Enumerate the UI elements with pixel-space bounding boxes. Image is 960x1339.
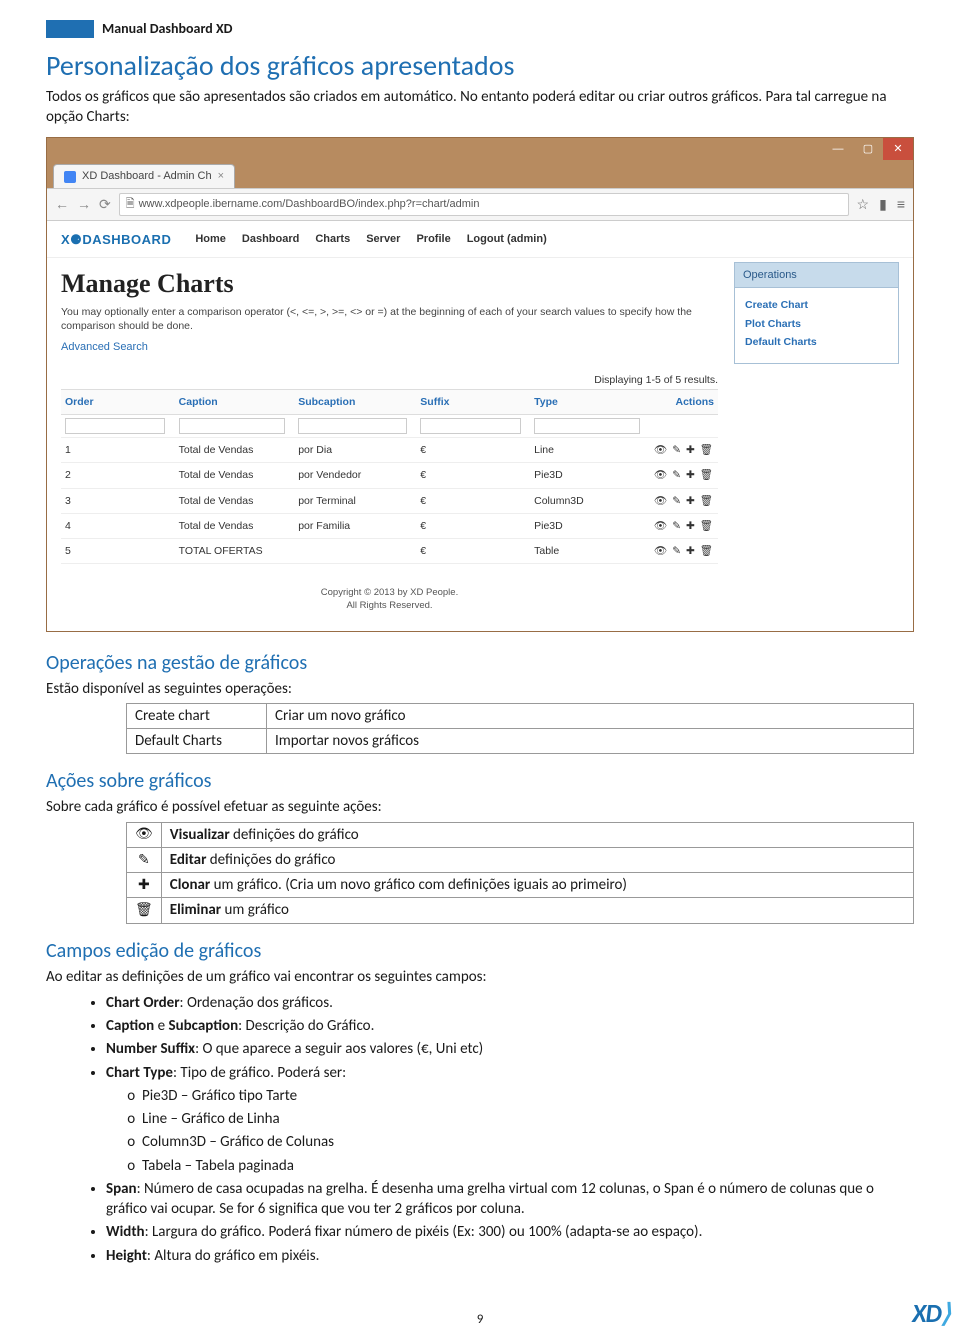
action-desc: Clonar um gráfico. (Cria um novo gráfico… [161, 873, 913, 898]
app-brand: X⚈DASHBOARD [61, 231, 171, 249]
plot-charts-link[interactable]: Plot Charts [745, 317, 888, 331]
forward-icon[interactable]: → [77, 195, 91, 214]
menu-icon[interactable]: ≡ [897, 195, 905, 214]
results-count: Displaying 1-5 of 5 results. [61, 373, 718, 387]
tab-title: XD Dashboard - Admin Ch [82, 169, 212, 184]
col-type[interactable]: Type [530, 390, 650, 415]
list-item: Height: Altura do gráfico em pixéis. [106, 1246, 914, 1266]
ops-val: Importar novos gráficos [267, 729, 914, 754]
maximize-button[interactable]: ▢ [853, 138, 883, 160]
advanced-search-link[interactable]: Advanced Search [61, 340, 148, 355]
col-subcaption[interactable]: Subcaption [294, 390, 416, 415]
actions-table: 👁 Visualizar definições do gráfico ✎ Edi… [126, 822, 914, 924]
list-item: Pie3D – Gráfico tipo Tarte [142, 1086, 914, 1106]
view-icon: 👁 [127, 822, 162, 847]
action-desc: Visualizar definições do gráfico [161, 822, 913, 847]
create-chart-link[interactable]: Create Chart [745, 298, 888, 312]
star-icon[interactable]: ☆ [857, 195, 870, 214]
list-item: Chart Order: Ordenação dos gráficos. [106, 993, 914, 1013]
reload-icon[interactable]: ⟳ [99, 195, 111, 214]
minimize-button[interactable]: — [823, 138, 853, 160]
nav-dashboard[interactable]: Dashboard [242, 232, 299, 247]
action-desc: Editar definições do gráfico [161, 847, 913, 872]
nav-profile[interactable]: Profile [416, 232, 450, 247]
nav-logout[interactable]: Logout (admin) [467, 232, 547, 247]
fields-heading: Campos edição de gráficos [46, 938, 914, 965]
ops-key: Create chart [127, 703, 267, 728]
ops-val: Criar um novo gráfico [267, 703, 914, 728]
ops-heading: Operações na gestão de gráficos [46, 650, 914, 677]
row-actions[interactable]: 👁 ✎ ✚ 🗑 [650, 463, 718, 488]
doc-header: Manual Dashboard XD [102, 20, 233, 39]
row-actions[interactable]: 👁 ✎ ✚ 🗑 [650, 513, 718, 538]
row-actions[interactable]: 👁 ✎ ✚ 🗑 [650, 488, 718, 513]
copyright: Copyright © 2013 by XD People. All Right… [61, 586, 718, 613]
filter-suffix[interactable] [420, 418, 521, 434]
section-title: Personalização dos gráficos apresentados [46, 47, 914, 85]
list-item: Line – Gráfico de Linha [142, 1109, 914, 1129]
actions-intro: Sobre cada gráfico é possível efetuar as… [46, 797, 914, 817]
nav-charts[interactable]: Charts [315, 232, 350, 247]
list-item: Span: Número de casa ocupadas na grelha.… [106, 1179, 914, 1220]
delete-icon: 🗑 [127, 898, 162, 923]
help-text: You may optionally enter a comparison op… [61, 305, 718, 334]
close-button[interactable]: ✕ [883, 138, 913, 160]
address-bar[interactable]: 🗎 www.xdpeople.ibername.com/DashboardBO/… [119, 193, 849, 216]
filter-order[interactable] [65, 418, 165, 434]
favicon-icon [64, 171, 76, 183]
list-item: Width: Largura do gráfico. Poderá fixar … [106, 1222, 914, 1242]
col-caption[interactable]: Caption [175, 390, 295, 415]
table-row: 1 Total de Vendas por Dia € Line 👁 ✎ ✚ 🗑 [61, 438, 718, 463]
col-actions: Actions [650, 390, 718, 415]
actions-heading: Ações sobre gráficos [46, 768, 914, 795]
back-icon[interactable]: ← [55, 195, 69, 214]
table-row: 3 Total de Vendas por Terminal € Column3… [61, 488, 718, 513]
nav-server[interactable]: Server [366, 232, 400, 247]
list-item: Caption e Subcaption: Descrição do Gráfi… [106, 1016, 914, 1036]
table-row: 2 Total de Vendas por Vendedor € Pie3D 👁… [61, 463, 718, 488]
table-row: 5 TOTAL OFERTAS € Table 👁 ✎ ✚ 🗑 [61, 538, 718, 563]
intro-text: Todos os gráficos que são apresentados s… [46, 87, 914, 128]
page-heading: Manage Charts [61, 266, 718, 301]
edit-icon: ✎ [127, 847, 162, 872]
page-number: 9 [0, 1311, 960, 1329]
operations-heading: Operations [735, 263, 898, 289]
operations-table: Create chart Criar um novo gráfico Defau… [126, 703, 914, 755]
filter-type[interactable] [534, 418, 640, 434]
window-titlebar: — ▢ ✕ [47, 138, 913, 160]
device-icon[interactable]: ▮ [879, 195, 887, 214]
footer-brand-logo: XD⟩ [912, 1296, 950, 1331]
clone-icon: ✚ [127, 873, 162, 898]
ops-key: Default Charts [127, 729, 267, 754]
header-accent-block [46, 20, 94, 38]
row-actions[interactable]: 👁 ✎ ✚ 🗑 [650, 438, 718, 463]
ops-intro: Estão disponível as seguintes operações: [46, 679, 914, 699]
tab-close-icon[interactable]: × [218, 169, 224, 184]
page-icon: 🗎 [126, 197, 135, 212]
default-charts-link[interactable]: Default Charts [745, 335, 888, 349]
url-text: www.xdpeople.ibername.com/DashboardBO/in… [139, 197, 480, 212]
list-item: Chart Type: Tipo de gráfico. Poderá ser:… [106, 1063, 914, 1176]
fields-intro: Ao editar as definições de um gráfico va… [46, 967, 914, 987]
col-suffix[interactable]: Suffix [416, 390, 530, 415]
table-row: 4 Total de Vendas por Familia € Pie3D 👁 … [61, 513, 718, 538]
row-actions[interactable]: 👁 ✎ ✚ 🗑 [650, 538, 718, 563]
action-desc: Eliminar um gráfico [161, 898, 913, 923]
filter-subcaption[interactable] [298, 418, 406, 434]
browser-tab[interactable]: XD Dashboard - Admin Ch × [53, 164, 235, 188]
list-item: Tabela – Tabela paginada [142, 1156, 914, 1176]
nav-home[interactable]: Home [195, 232, 226, 247]
charts-table: Order Caption Subcaption Suffix Type Act… [61, 389, 718, 564]
col-order[interactable]: Order [61, 390, 175, 415]
screenshot: — ▢ ✕ XD Dashboard - Admin Ch × ← → ⟳ 🗎 … [46, 137, 914, 632]
operations-panel: Operations Create Chart Plot Charts Defa… [734, 262, 899, 364]
fields-list: Chart Order: Ordenação dos gráficos. Cap… [46, 993, 914, 1266]
list-item: Column3D – Gráfico de Colunas [142, 1132, 914, 1152]
filter-caption[interactable] [179, 418, 285, 434]
list-item: Number Suffix: O que aparece a seguir ao… [106, 1039, 914, 1059]
